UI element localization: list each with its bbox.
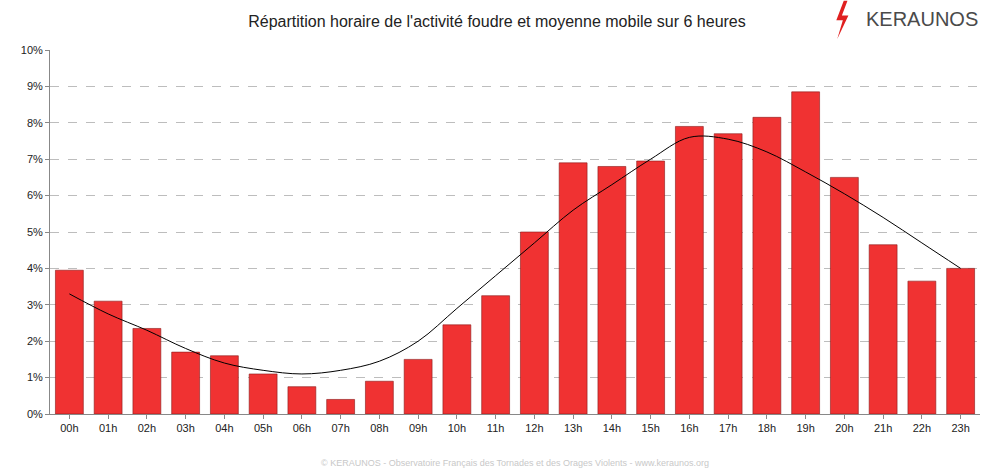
svg-text:16h: 16h — [680, 422, 698, 434]
svg-text:15h: 15h — [641, 422, 659, 434]
svg-text:11h: 11h — [487, 422, 505, 434]
svg-text:12h: 12h — [525, 422, 543, 434]
svg-text:20h: 20h — [835, 422, 853, 434]
svg-text:13h: 13h — [564, 422, 582, 434]
svg-text:00h: 00h — [60, 422, 78, 434]
svg-text:09h: 09h — [409, 422, 427, 434]
svg-text:04h: 04h — [215, 422, 233, 434]
svg-text:6%: 6% — [27, 189, 43, 201]
svg-text:08h: 08h — [370, 422, 388, 434]
svg-text:21h: 21h — [874, 422, 892, 434]
svg-text:23h: 23h — [951, 422, 969, 434]
svg-text:22h: 22h — [913, 422, 931, 434]
svg-text:7%: 7% — [27, 153, 43, 165]
svg-text:02h: 02h — [138, 422, 156, 434]
svg-text:05h: 05h — [254, 422, 272, 434]
svg-text:0%: 0% — [27, 408, 43, 420]
svg-text:2%: 2% — [27, 335, 43, 347]
svg-text:4%: 4% — [27, 262, 43, 274]
svg-text:KERAUNOS: KERAUNOS — [866, 8, 978, 30]
svg-text:07h: 07h — [331, 422, 349, 434]
svg-text:8%: 8% — [27, 117, 43, 129]
svg-text:Répartition horaire de l'activ: Répartition horaire de l'activité foudre… — [248, 13, 746, 30]
svg-text:17h: 17h — [719, 422, 737, 434]
svg-text:06h: 06h — [293, 422, 311, 434]
svg-text:1%: 1% — [27, 371, 43, 383]
svg-text:14h: 14h — [603, 422, 621, 434]
svg-text:9%: 9% — [27, 80, 43, 92]
svg-text:5%: 5% — [27, 226, 43, 238]
svg-text:18h: 18h — [758, 422, 776, 434]
svg-text:3%: 3% — [27, 299, 43, 311]
svg-text:© KERAUNOS - Observatoire Fran: © KERAUNOS - Observatoire Français des T… — [321, 458, 709, 468]
svg-text:10h: 10h — [448, 422, 466, 434]
svg-text:10%: 10% — [21, 44, 43, 56]
svg-text:01h: 01h — [99, 422, 117, 434]
svg-text:19h: 19h — [796, 422, 814, 434]
svg-text:03h: 03h — [176, 422, 194, 434]
